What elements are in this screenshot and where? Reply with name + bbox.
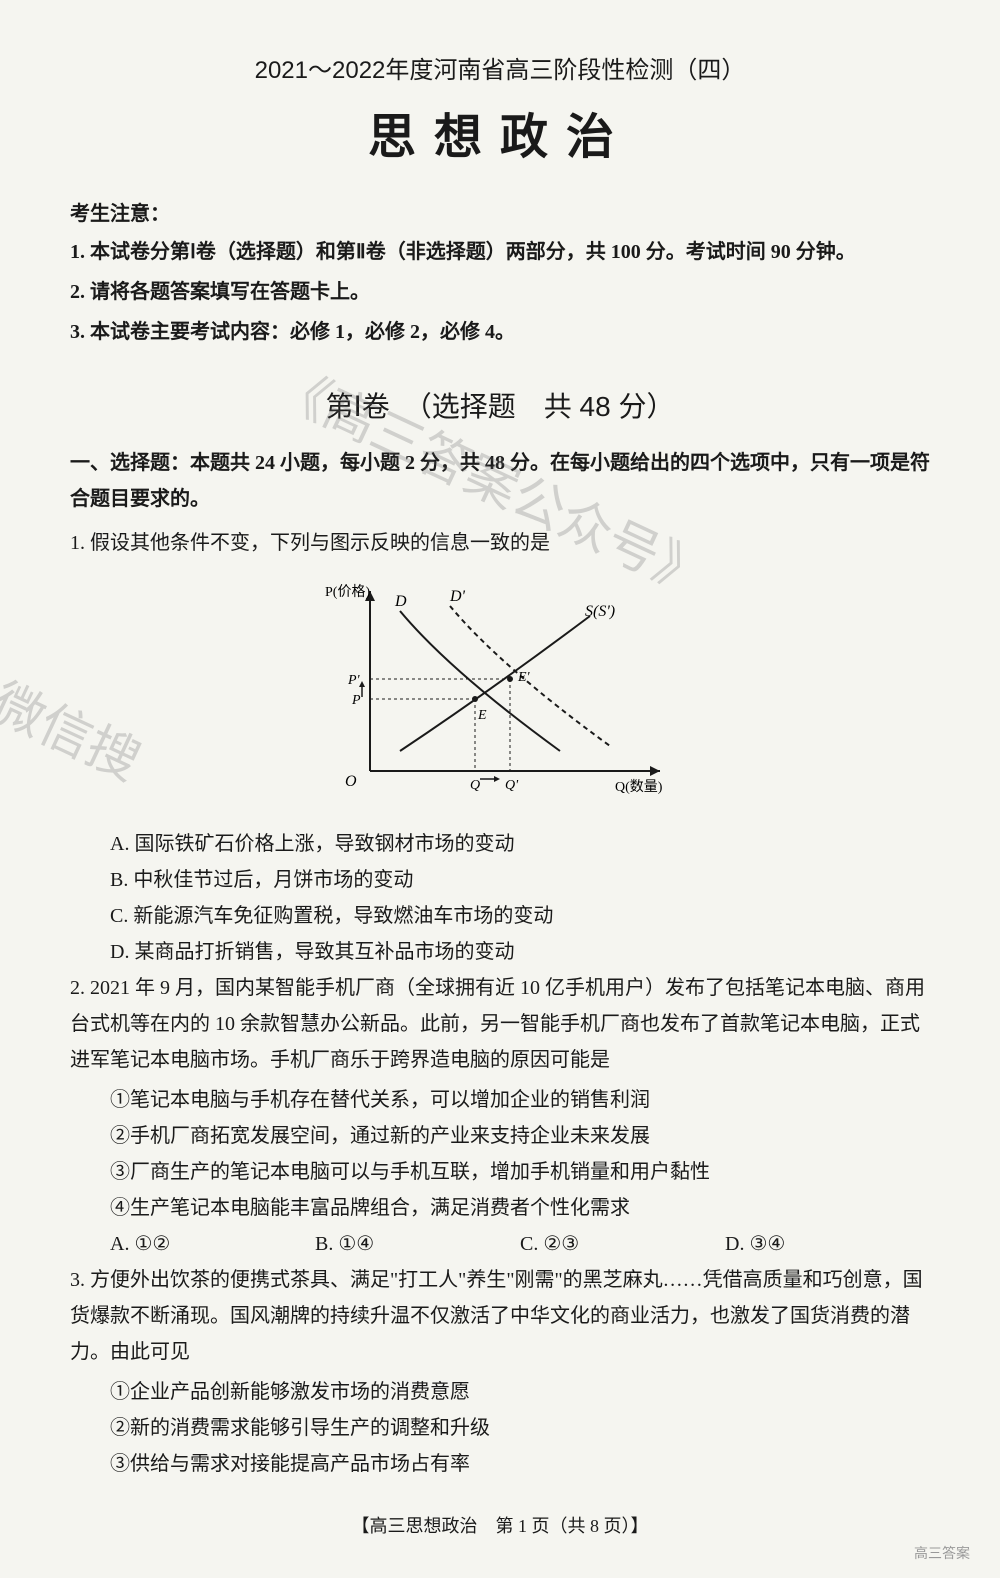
page-footer: 【高三思想政治 第 1 页（共 8 页）】 bbox=[70, 1512, 930, 1538]
q2-stem: 2. 2021 年 9 月，国内某智能手机厂商（全球拥有近 10 亿手机用户）发… bbox=[70, 970, 930, 1078]
q2-statement-4: ④生产笔记本电脑能丰富品牌组合，满足消费者个性化需求 bbox=[70, 1190, 930, 1226]
corner-watermark: 高三答案 bbox=[914, 1543, 970, 1563]
svg-text:Q: Q bbox=[470, 778, 480, 793]
q1-stem: 1. 假设其他条件不变，下列与图示反映的信息一致的是 bbox=[70, 525, 930, 561]
section-instruction: 一、选择题：本题共 24 小题，每小题 2 分，共 48 分。在每小题给出的四个… bbox=[70, 445, 930, 517]
q1-option-c: C. 新能源汽车免征购置税，导致燃油车市场的变动 bbox=[70, 898, 930, 934]
svg-text:E: E bbox=[477, 708, 487, 723]
q3-statement-1: ①企业产品创新能够激发市场的消费意愿 bbox=[70, 1374, 930, 1410]
q2-statement-3: ③厂商生产的笔记本电脑可以与手机互联，增加手机销量和用户黏性 bbox=[70, 1154, 930, 1190]
q2-options-row: A. ①② B. ①④ C. ②③ D. ③④ bbox=[70, 1226, 930, 1262]
svg-text:P(价格): P(价格) bbox=[325, 584, 370, 600]
q2-option-d: D. ③④ bbox=[725, 1226, 930, 1262]
notice-item: 2. 请将各题答案填写在答题卡上。 bbox=[70, 274, 930, 310]
notice-item: 3. 本试卷主要考试内容：必修 1，必修 2，必修 4。 bbox=[70, 314, 930, 350]
q1-option-a: A. 国际铁矿石价格上涨，导致钢材市场的变动 bbox=[70, 826, 930, 862]
svg-text:O: O bbox=[345, 773, 357, 790]
q1-option-b: B. 中秋佳节过后，月饼市场的变动 bbox=[70, 862, 930, 898]
svg-text:E': E' bbox=[517, 670, 531, 685]
svg-text:Q(数量): Q(数量) bbox=[615, 779, 663, 795]
exam-header-large: 思想政治 bbox=[70, 97, 930, 167]
q2-option-c: C. ②③ bbox=[520, 1226, 725, 1262]
q2-option-b: B. ①④ bbox=[315, 1226, 520, 1262]
svg-text:D': D' bbox=[449, 588, 466, 605]
svg-text:P': P' bbox=[347, 673, 361, 688]
q2-statement-1: ①笔记本电脑与手机存在替代关系，可以增加企业的销售利润 bbox=[70, 1082, 930, 1118]
svg-text:S(S'): S(S') bbox=[585, 603, 615, 620]
notice-item: 1. 本试卷分第Ⅰ卷（选择题）和第Ⅱ卷（非选择题）两部分，共 100 分。考试时… bbox=[70, 234, 930, 270]
watermark-text: 微信搜 bbox=[0, 661, 155, 795]
q3-statement-3: ③供给与需求对接能提高产品市场占有率 bbox=[70, 1446, 930, 1482]
exam-header-small: 2021～2022年度河南省高三阶段性检测（四） bbox=[70, 50, 930, 85]
q1-option-d: D. 某商品打折销售，导致其互补品市场的变动 bbox=[70, 934, 930, 970]
q2-statement-2: ②手机厂商拓宽发展空间，通过新的产业来支持企业未来发展 bbox=[70, 1118, 930, 1154]
q3-statement-2: ②新的消费需求能够引导生产的调整和升级 bbox=[70, 1410, 930, 1446]
supply-demand-chart: O P(价格) Q(数量) D D' S(S') E E' P P' Q Q' bbox=[310, 571, 690, 811]
svg-text:P: P bbox=[351, 693, 361, 708]
svg-text:D: D bbox=[394, 593, 407, 610]
section-header: 第Ⅰ卷 （选择题 共 48 分） bbox=[70, 385, 930, 425]
svg-text:Q': Q' bbox=[505, 778, 519, 793]
q2-option-a: A. ①② bbox=[110, 1226, 315, 1262]
q3-stem: 3. 方便外出饮茶的便携式茶具、满足"打工人"养生"刚需"的黑芝麻丸……凭借高质… bbox=[70, 1262, 930, 1370]
notice-title: 考生注意： bbox=[70, 197, 930, 226]
